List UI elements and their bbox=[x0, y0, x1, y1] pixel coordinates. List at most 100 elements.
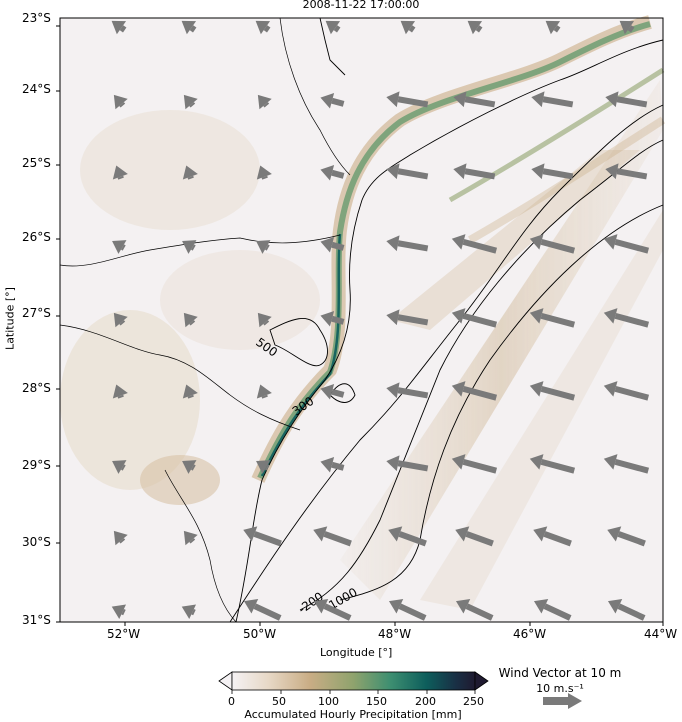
wind-arrow bbox=[112, 165, 128, 180]
wind-arrow bbox=[386, 309, 429, 326]
lon-tick-label: 52°W bbox=[107, 627, 141, 641]
wind-arrow bbox=[529, 454, 576, 474]
colorbar-tick: 0 bbox=[228, 695, 235, 708]
wind-arrow bbox=[255, 20, 271, 35]
lat-tick-label: 29°S bbox=[22, 458, 51, 472]
lat-tick-label: 31°S bbox=[22, 613, 51, 627]
wind-arrow bbox=[467, 20, 483, 35]
wind-arrow bbox=[400, 20, 416, 35]
colorbar-tick: 250 bbox=[463, 695, 484, 708]
wind-arrow bbox=[243, 526, 282, 547]
wind-key-arrow bbox=[543, 693, 582, 709]
wind-arrow bbox=[455, 598, 494, 621]
axis-ticks bbox=[56, 25, 664, 626]
lat-tick-label: 24°S bbox=[22, 82, 51, 96]
wind-arrow bbox=[256, 165, 272, 180]
wind-arrow bbox=[256, 240, 271, 254]
wind-arrow bbox=[386, 382, 429, 399]
wind-arrow bbox=[619, 20, 635, 35]
wind-arrow bbox=[113, 530, 128, 546]
coastline bbox=[235, 17, 664, 623]
state-borders bbox=[59, 17, 351, 623]
map-title: 2008-11-22 17:00:00 bbox=[302, 0, 420, 11]
wind-arrow bbox=[605, 163, 648, 180]
wind-arrow bbox=[453, 91, 496, 108]
wind-arrow bbox=[451, 454, 498, 474]
lon-tick-label: 48°W bbox=[378, 627, 412, 641]
wind-key-unit: 10 m.s⁻¹ bbox=[536, 682, 584, 695]
colorbar-tick: 200 bbox=[415, 695, 436, 708]
wind-arrow bbox=[453, 163, 496, 180]
wind-arrow bbox=[181, 20, 197, 35]
wind-arrow bbox=[182, 384, 198, 399]
colorbar-tick: 100 bbox=[318, 695, 339, 708]
wind-arrow bbox=[605, 91, 648, 108]
lat-tick-label: 25°S bbox=[22, 156, 51, 170]
lat-tick-label: 23°S bbox=[22, 11, 51, 25]
wind-arrow bbox=[529, 308, 576, 328]
contour-lines bbox=[229, 104, 664, 623]
wind-arrow bbox=[531, 163, 574, 180]
wind-arrow bbox=[531, 91, 574, 108]
wind-arrow bbox=[183, 530, 198, 546]
wind-arrow bbox=[386, 455, 429, 472]
wind-arrow bbox=[388, 526, 427, 547]
wind-arrow bbox=[603, 234, 650, 254]
wind-arrow bbox=[257, 312, 272, 328]
wind-arrow bbox=[111, 604, 127, 619]
wind-arrow bbox=[603, 381, 650, 401]
wind-arrow bbox=[455, 526, 494, 547]
lon-tick-label: 50°W bbox=[243, 627, 277, 641]
wind-arrow bbox=[451, 308, 498, 328]
wind-arrow bbox=[113, 312, 128, 328]
wind-arrow bbox=[181, 604, 197, 619]
wind-arrow bbox=[257, 94, 272, 110]
wind-key-title: Wind Vector at 10 m bbox=[498, 666, 622, 680]
colorbar bbox=[218, 671, 489, 694]
lat-tick-label: 26°S bbox=[22, 230, 51, 244]
lon-tick-label: 46°W bbox=[513, 627, 547, 641]
wind-arrow bbox=[607, 526, 646, 547]
wind-arrow bbox=[388, 598, 427, 621]
wind-arrow bbox=[603, 454, 650, 474]
wind-arrow bbox=[529, 234, 576, 254]
wind-arrow bbox=[256, 384, 272, 399]
wind-arrow bbox=[182, 460, 197, 474]
wind-arrow bbox=[313, 526, 352, 547]
wind-arrow bbox=[313, 598, 352, 621]
y-axis-title: Latitude [°] bbox=[3, 287, 17, 350]
wind-arrow bbox=[325, 20, 341, 35]
heavy-precipitation-band bbox=[251, 15, 666, 483]
wind-arrow bbox=[386, 91, 429, 108]
wind-arrow bbox=[256, 460, 271, 474]
wind-arrow bbox=[451, 381, 498, 401]
colorbar-tick: 50 bbox=[272, 695, 286, 708]
wind-arrow bbox=[182, 165, 198, 180]
colorbar-label: Accumulated Hourly Precipitation [mm] bbox=[244, 708, 462, 721]
lat-tick-label: 28°S bbox=[22, 381, 51, 395]
wind-arrow bbox=[111, 20, 127, 35]
wind-arrow bbox=[533, 598, 572, 621]
wind-arrow bbox=[603, 308, 650, 328]
wind-arrow bbox=[112, 240, 127, 254]
wind-arrow bbox=[607, 598, 646, 621]
lon-tick-label: 44°W bbox=[644, 627, 678, 641]
wind-arrow bbox=[113, 94, 128, 110]
wind-arrow bbox=[183, 94, 198, 110]
lat-tick-label: 30°S bbox=[22, 535, 51, 549]
wind-arrow bbox=[533, 526, 572, 547]
wind-arrow bbox=[243, 598, 282, 621]
wind-arrow bbox=[112, 460, 127, 474]
wind-vector-field bbox=[111, 20, 650, 621]
wind-arrow bbox=[182, 240, 197, 254]
wind-arrow bbox=[545, 20, 561, 35]
lat-tick-label: 27°S bbox=[22, 306, 51, 320]
wind-arrow bbox=[451, 234, 498, 254]
x-axis-title: Longitude [°] bbox=[320, 646, 393, 659]
wind-arrow bbox=[112, 384, 128, 399]
wind-arrow bbox=[529, 381, 576, 401]
wind-arrow bbox=[386, 163, 429, 180]
colorbar-tick: 150 bbox=[366, 695, 387, 708]
wind-arrow bbox=[183, 312, 198, 328]
